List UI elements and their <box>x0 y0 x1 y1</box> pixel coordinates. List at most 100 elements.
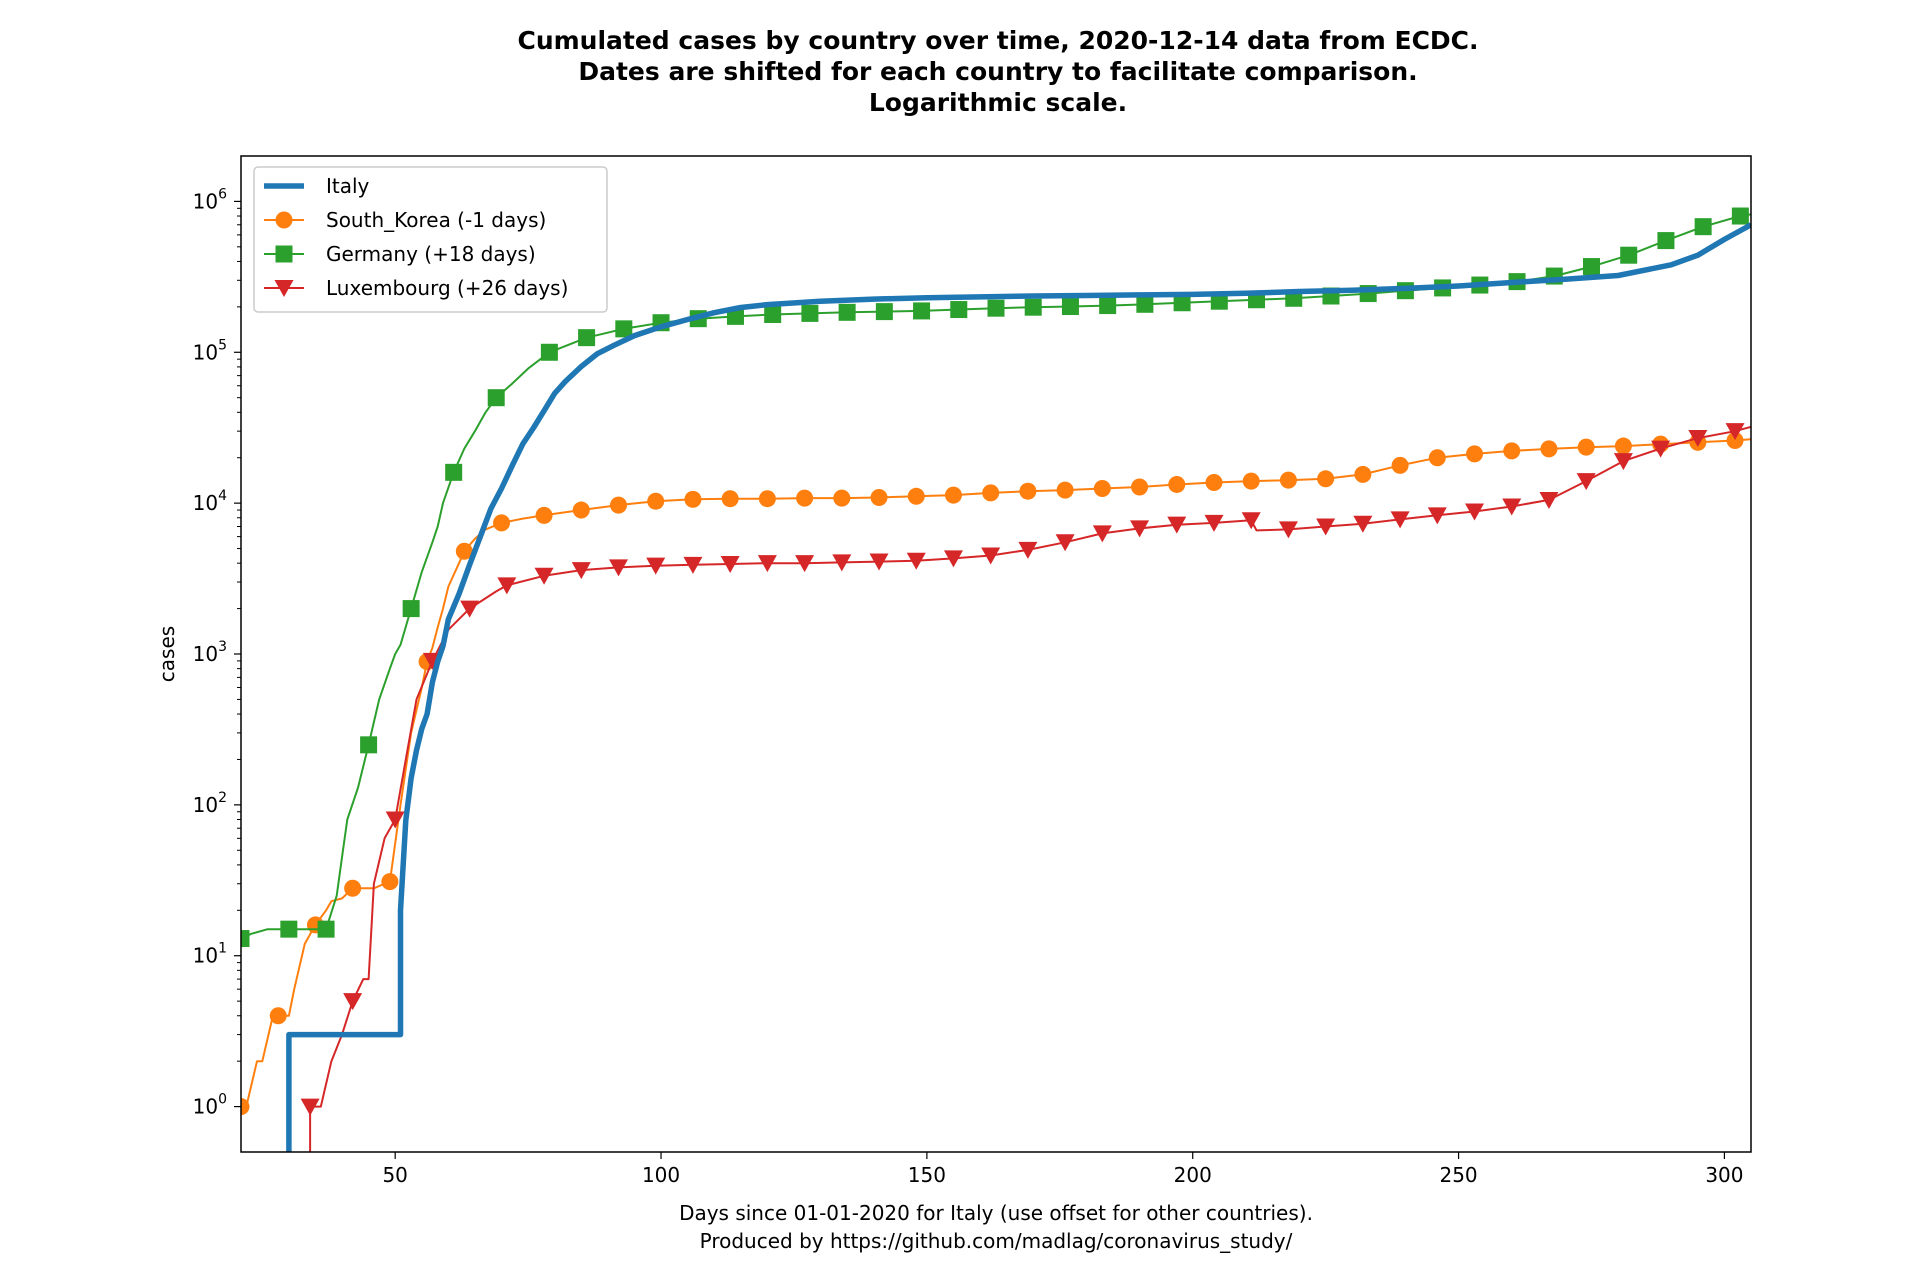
series-3-point <box>343 993 363 1011</box>
series-1-point <box>269 1007 287 1025</box>
series-3-point <box>720 555 740 573</box>
series-3-point <box>981 547 1001 565</box>
series-1-point <box>982 484 1000 502</box>
series-3-point <box>1316 518 1336 536</box>
series-1-point <box>381 873 399 891</box>
series-1-point <box>344 879 362 897</box>
series-2-point <box>1731 207 1749 225</box>
y-tick-label: 102 <box>193 790 227 817</box>
series-1-point <box>1168 475 1186 493</box>
series-2-point <box>615 320 633 338</box>
series-2-point <box>764 305 782 323</box>
series-2-point <box>987 299 1005 317</box>
series-0-line <box>286 222 1751 1152</box>
legend-label: Luxembourg (+26 days) <box>326 276 568 300</box>
series-1-point <box>1391 456 1409 474</box>
series-2-point <box>875 303 893 321</box>
x-axis-label-line-2: Produced by https://github.com/madlag/co… <box>700 1229 1293 1253</box>
series-1-point <box>1577 438 1595 456</box>
series-1-point <box>1056 481 1074 499</box>
series-3-point <box>832 554 852 572</box>
series-1-point <box>1279 471 1297 489</box>
y-axis-label: cases <box>155 626 179 682</box>
series-3-point <box>1018 541 1038 559</box>
series-3-point <box>300 1098 320 1116</box>
series-3-point <box>1167 516 1187 534</box>
series-1-point <box>1503 442 1521 460</box>
legend-entry-0: Italy <box>264 174 370 198</box>
series-1-point <box>455 542 473 560</box>
series-1-point <box>944 486 962 504</box>
series-2-point <box>360 736 378 754</box>
series-1-point <box>684 490 702 508</box>
x-tick-label: 100 <box>642 1163 680 1187</box>
series-1-point <box>535 506 553 524</box>
y-tick-label: 103 <box>193 639 227 666</box>
series-3-point <box>869 553 889 571</box>
y-tick-label: 104 <box>193 488 227 515</box>
y-tick-label: 106 <box>193 186 227 213</box>
x-tick-label: 250 <box>1439 1163 1477 1187</box>
series-3-point <box>1055 534 1075 552</box>
series-1-point <box>1205 474 1223 492</box>
series-1-point <box>796 489 814 507</box>
series-2-point <box>913 302 931 320</box>
series-3-point <box>646 557 666 575</box>
legend: Italy South_Korea (-1 days) Germany (+18 d… <box>253 166 608 313</box>
x-tick-label: 200 <box>1174 1163 1212 1187</box>
series-2-point <box>402 600 420 618</box>
series-2-point <box>280 920 298 938</box>
series-3-point <box>1688 430 1708 448</box>
x-axis-label-line-1: Days since 01-01-2020 for Italy (use off… <box>679 1201 1313 1225</box>
series-1-point <box>1614 437 1632 455</box>
series-2-point <box>1582 258 1600 276</box>
series-3-point <box>609 559 628 577</box>
series-2-point <box>1657 232 1675 250</box>
series-3-point <box>1204 514 1224 532</box>
y-tick-label: 101 <box>193 941 227 968</box>
series-2-point <box>1210 292 1228 310</box>
series-3-point <box>460 600 480 618</box>
series-3-point <box>497 577 517 595</box>
series-3-point <box>1278 521 1298 539</box>
legend-swatch-marker <box>275 245 293 263</box>
ticks-layer: 50 100 150 200 250 300 100 101 102 103 104 105 106 <box>193 186 1744 1187</box>
series-0 <box>286 222 1751 1152</box>
series-1-point <box>1242 472 1260 490</box>
series-2-point <box>838 303 856 321</box>
series-1-point <box>610 496 627 514</box>
series-2-point <box>540 343 558 361</box>
series-1-point <box>1726 432 1744 450</box>
series-3-point <box>1576 473 1596 491</box>
series-2-point <box>1620 246 1638 264</box>
series-1-point <box>833 489 851 507</box>
series-3-point <box>1427 507 1447 525</box>
series-3-point <box>571 562 591 580</box>
series-1-point <box>572 501 590 519</box>
series-3-point <box>1725 423 1745 441</box>
series-1-point <box>1540 440 1558 458</box>
series-2-point <box>317 920 335 938</box>
series-1-point <box>1019 482 1037 500</box>
legend-frame <box>253 166 608 313</box>
series-2-point <box>1061 298 1079 316</box>
y-tick-label: 105 <box>193 337 227 364</box>
series-2-point <box>578 329 596 347</box>
series-3-point <box>1241 512 1261 530</box>
series-2-point <box>1173 294 1191 312</box>
legend-entry-3: Luxembourg (+26 days) <box>264 276 568 300</box>
series-1-point <box>758 490 776 508</box>
x-tick-label: 150 <box>908 1163 946 1187</box>
legend-entry-2: Germany (+18 days) <box>264 242 536 266</box>
series-3-point <box>1539 491 1559 509</box>
y-tick-label: 100 <box>193 1092 227 1119</box>
series-1-point <box>1354 465 1372 483</box>
series-1-point <box>493 514 511 532</box>
chart-title-line-2: Dates are shifted for each country to fa… <box>578 57 1417 86</box>
series-3-point <box>1465 503 1485 521</box>
series-2-point <box>801 304 819 322</box>
series-1-point <box>1131 478 1149 496</box>
series-1-point <box>1093 480 1111 498</box>
series-1-point <box>870 488 888 506</box>
x-tick-label: 300 <box>1705 1163 1743 1187</box>
